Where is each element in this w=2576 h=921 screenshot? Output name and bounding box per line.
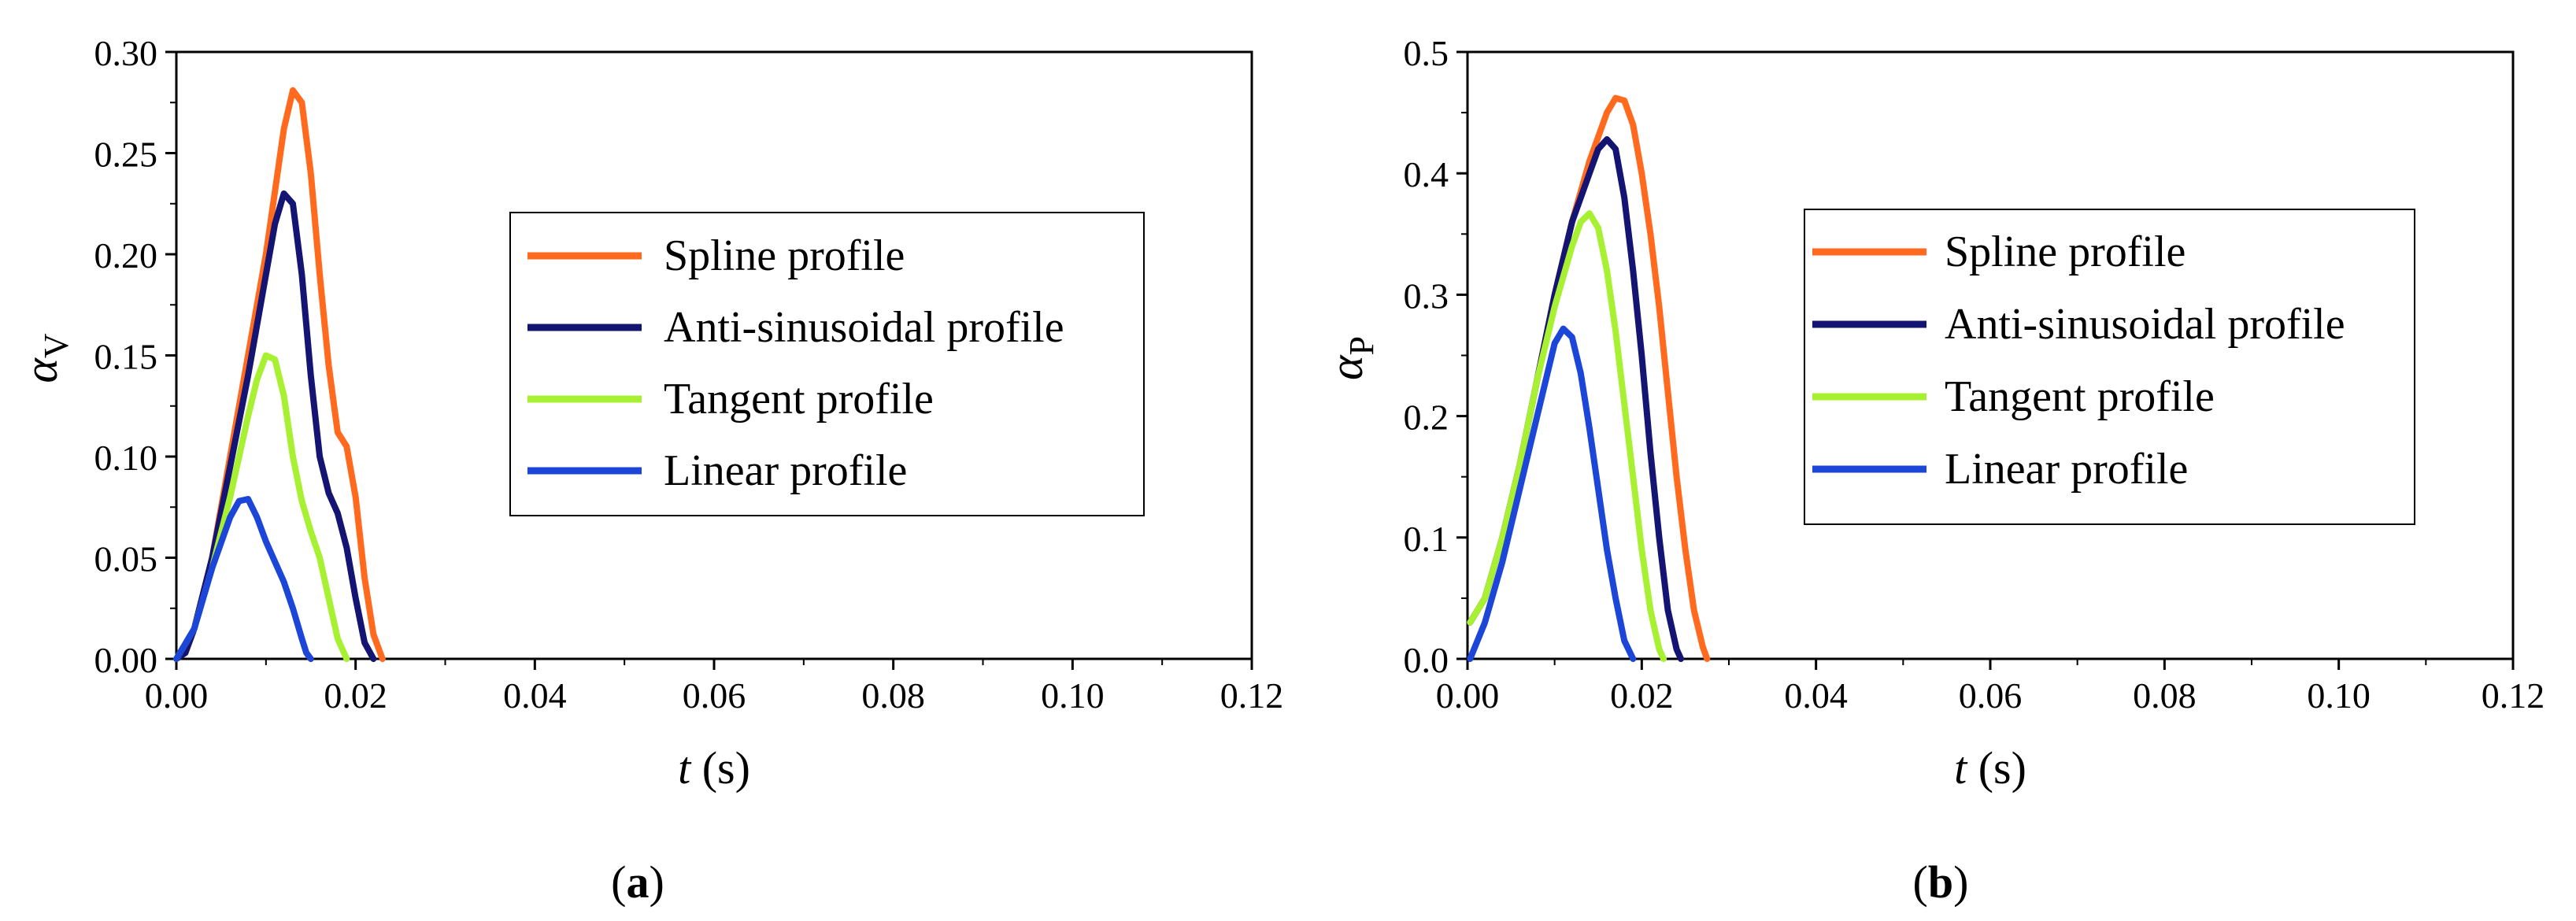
- x-tick-label: 0.06: [1959, 675, 2023, 716]
- panel-label-a: (a): [611, 856, 664, 908]
- legend-label-linear-profile: Linear profile: [664, 446, 907, 495]
- legend-label-spline-profile: Spline profile: [1945, 227, 2186, 276]
- y-axis-label: αP: [1320, 336, 1381, 380]
- legend: Spline profile Anti-sinusoidal profile Tan…: [1804, 209, 2415, 525]
- y-tick-label: 0.25: [94, 135, 158, 175]
- legend-label-spline-profile: Spline profile: [664, 231, 905, 280]
- legend: Spline profile Anti-sinusoidal profile Tan…: [509, 212, 1145, 516]
- x-tick-label: 0.02: [324, 675, 387, 716]
- x-tick-label: 0.10: [2307, 675, 2371, 716]
- y-tick-label: 0.10: [94, 438, 158, 478]
- panel-b: 0.00.10.20.30.40.5 0.00 0.02 0.04 0.06 0.08 0…: [1320, 33, 2545, 908]
- panel-a: 0.000.050.100.150.200.250.30 0.00 0.02 0.0…: [15, 33, 1283, 908]
- x-tick-label: 0.04: [503, 675, 567, 716]
- x-axis-variable: t: [1954, 742, 1968, 793]
- series-group: [1467, 94, 1711, 662]
- x-axis-label: t (s): [678, 742, 750, 793]
- x-tick-group: 0.00 0.02 0.04 0.06 0.08 0.10 0.12: [1436, 659, 2545, 716]
- y-tick-group: 0.0 0.1 0.2 0.3 0.4 0.5: [1404, 33, 1468, 680]
- panel-label-b: (b): [1913, 856, 1969, 908]
- y-axis-subscript: P: [1342, 336, 1381, 355]
- series-line-linear-profile: [173, 496, 314, 662]
- x-tick-label: 0.12: [2482, 675, 2545, 716]
- y-tick-label: 0.5: [1404, 33, 1449, 73]
- y-tick-label: 0.30: [94, 33, 158, 73]
- y-tick-label: 0.15: [94, 337, 158, 377]
- legend-label-linear-profile: Linear profile: [1945, 445, 2188, 494]
- y-tick-group: 0.00 0.05 0.10 0.15 0.20 0.25 0.30: [94, 33, 176, 680]
- x-tick-label: 0.00: [1436, 675, 1500, 716]
- x-axis-unit: (s): [1967, 742, 2026, 793]
- x-tick-label: 0.10: [1041, 675, 1105, 716]
- x-tick-label: 0.06: [683, 675, 746, 716]
- legend-items: Spline profile Anti-sinusoidal profile Tan…: [1812, 227, 2345, 494]
- y-tick-label: 0.05: [94, 539, 158, 579]
- y-tick-label: 0.4: [1404, 154, 1449, 194]
- y-axis-label: αV: [15, 333, 76, 383]
- series-group: [173, 87, 386, 662]
- series-line-tangent-profile: [173, 352, 350, 662]
- x-tick-group: 0.00 0.02 0.04 0.06 0.08 0.10 0.12: [145, 659, 1284, 716]
- y-tick-label: 0.1: [1404, 519, 1449, 559]
- y-axis-subscript: V: [37, 333, 76, 358]
- legend-box: [509, 212, 1145, 516]
- x-axis-unit: (s): [690, 742, 750, 793]
- x-axis-variable: t: [678, 742, 692, 793]
- y-tick-label: 0.0: [1404, 640, 1449, 680]
- x-axis-label: t (s): [1954, 742, 2026, 793]
- legend-label-anti-sinusoidal-profile: Anti-sinusoidal profile: [1945, 300, 2345, 349]
- legend-items: Spline profile Anti-sinusoidal profile Tan…: [527, 231, 1064, 495]
- legend-label-tangent-profile: Tangent profile: [664, 375, 934, 424]
- y-tick-label: 0.20: [94, 235, 158, 276]
- y-axis-symbol: α: [15, 357, 67, 383]
- legend-label-tangent-profile: Tangent profile: [1945, 372, 2215, 421]
- x-tick-label: 0.04: [1784, 675, 1848, 716]
- x-tick-label: 0.12: [1220, 675, 1284, 716]
- x-tick-label: 0.08: [2133, 675, 2197, 716]
- legend-label-anti-sinusoidal-profile: Anti-sinusoidal profile: [664, 303, 1064, 352]
- y-axis-symbol: α: [1320, 354, 1372, 380]
- y-tick-label: 0.3: [1404, 276, 1449, 316]
- x-tick-label: 0.08: [861, 675, 925, 716]
- y-tick-label: 0.00: [94, 640, 158, 680]
- x-tick-label: 0.02: [1610, 675, 1674, 716]
- y-tick-label: 0.2: [1404, 398, 1449, 438]
- series-line-linear-profile: [1467, 325, 1637, 662]
- x-tick-label: 0.00: [145, 675, 209, 716]
- series-line-tangent-profile: [1467, 210, 1667, 662]
